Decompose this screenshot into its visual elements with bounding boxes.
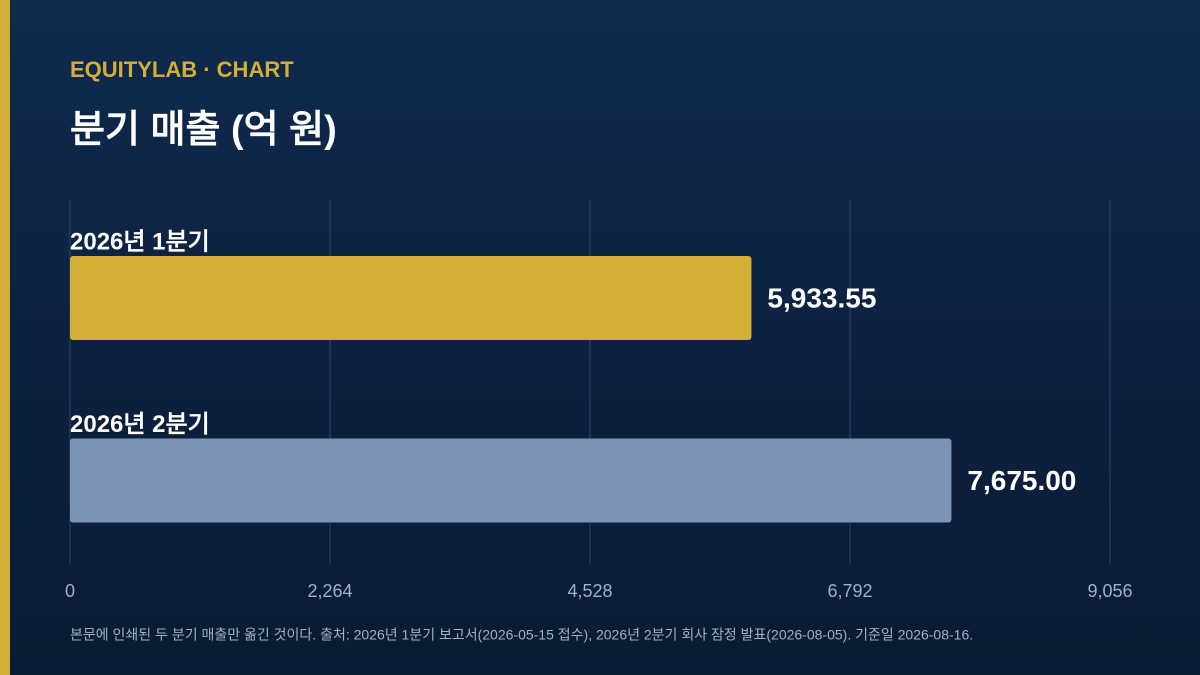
accent-stripe xyxy=(0,0,10,675)
marks: 2026년 1분기 5,933.55 2026년 2분기 7,675.00 xyxy=(70,228,1076,523)
value-label: 7,675.00 xyxy=(967,465,1076,496)
x-tick-label: 6,792 xyxy=(827,581,872,601)
category-label: 2026년 1분기 xyxy=(70,228,210,255)
value-label: 5,933.55 xyxy=(767,282,876,313)
x-tick-label: 9,056 xyxy=(1087,581,1132,601)
x-tick-label: 0 xyxy=(65,581,75,601)
x-tick-label: 2,264 xyxy=(307,581,352,601)
bar xyxy=(70,438,952,523)
footnote: 본문에 인쇄된 두 분기 매출만 옮긴 것이다. 출처: 2026년 1분기 보… xyxy=(70,627,973,643)
x-tick-label: 4,528 xyxy=(567,581,612,601)
chart-title: 분기 매출 (억 원) xyxy=(70,109,337,151)
bar xyxy=(70,256,752,340)
header: EQUITYLAB · CHART xyxy=(70,57,294,82)
category-label: 2026년 2분기 xyxy=(70,411,210,438)
